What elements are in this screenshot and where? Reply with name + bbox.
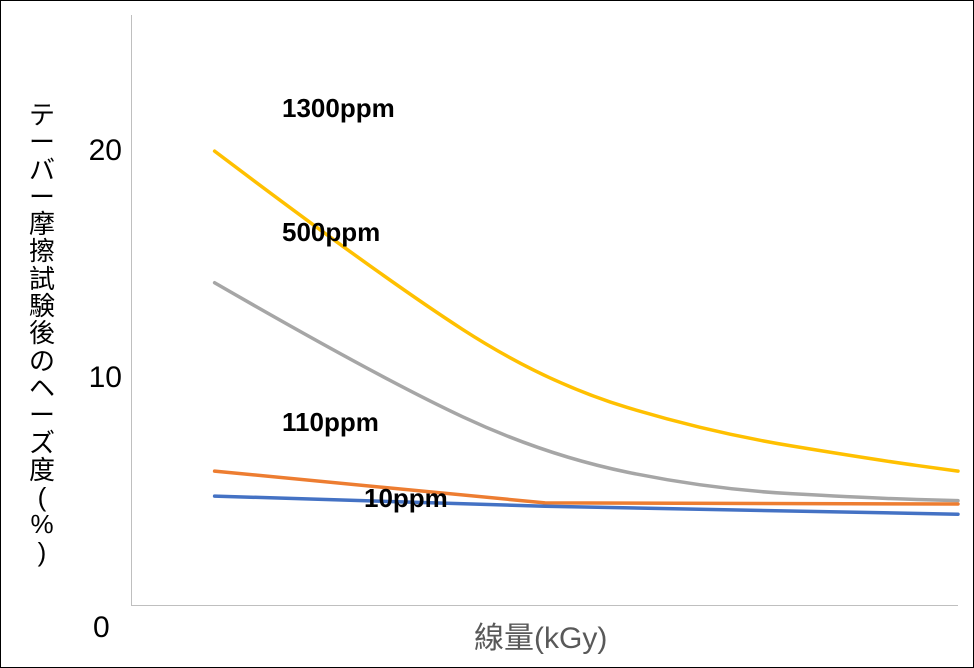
chart-container: テーバー摩擦試験後のヘーズ度(%) 10 20 1300ppm 500ppm 110p… bbox=[0, 0, 974, 668]
y-axis-zero-label: 0 bbox=[93, 611, 110, 645]
y-axis-label: テーバー摩擦試験後のヘーズ度(%) bbox=[29, 102, 55, 566]
series-label-10ppm: 10ppm bbox=[364, 483, 448, 514]
y-tick-label: 10 bbox=[89, 361, 122, 395]
x-axis-label: 線量(kGy) bbox=[474, 613, 607, 657]
y-tick-label: 20 bbox=[89, 134, 122, 168]
plot-area: 1020 1300ppm500ppm110ppm10ppm bbox=[131, 15, 958, 606]
series-label-500ppm: 500ppm bbox=[282, 217, 380, 248]
series-lines bbox=[132, 15, 958, 605]
series-label-1300ppm: 1300ppm bbox=[282, 93, 395, 124]
series-label-110ppm: 110ppm bbox=[282, 407, 379, 438]
